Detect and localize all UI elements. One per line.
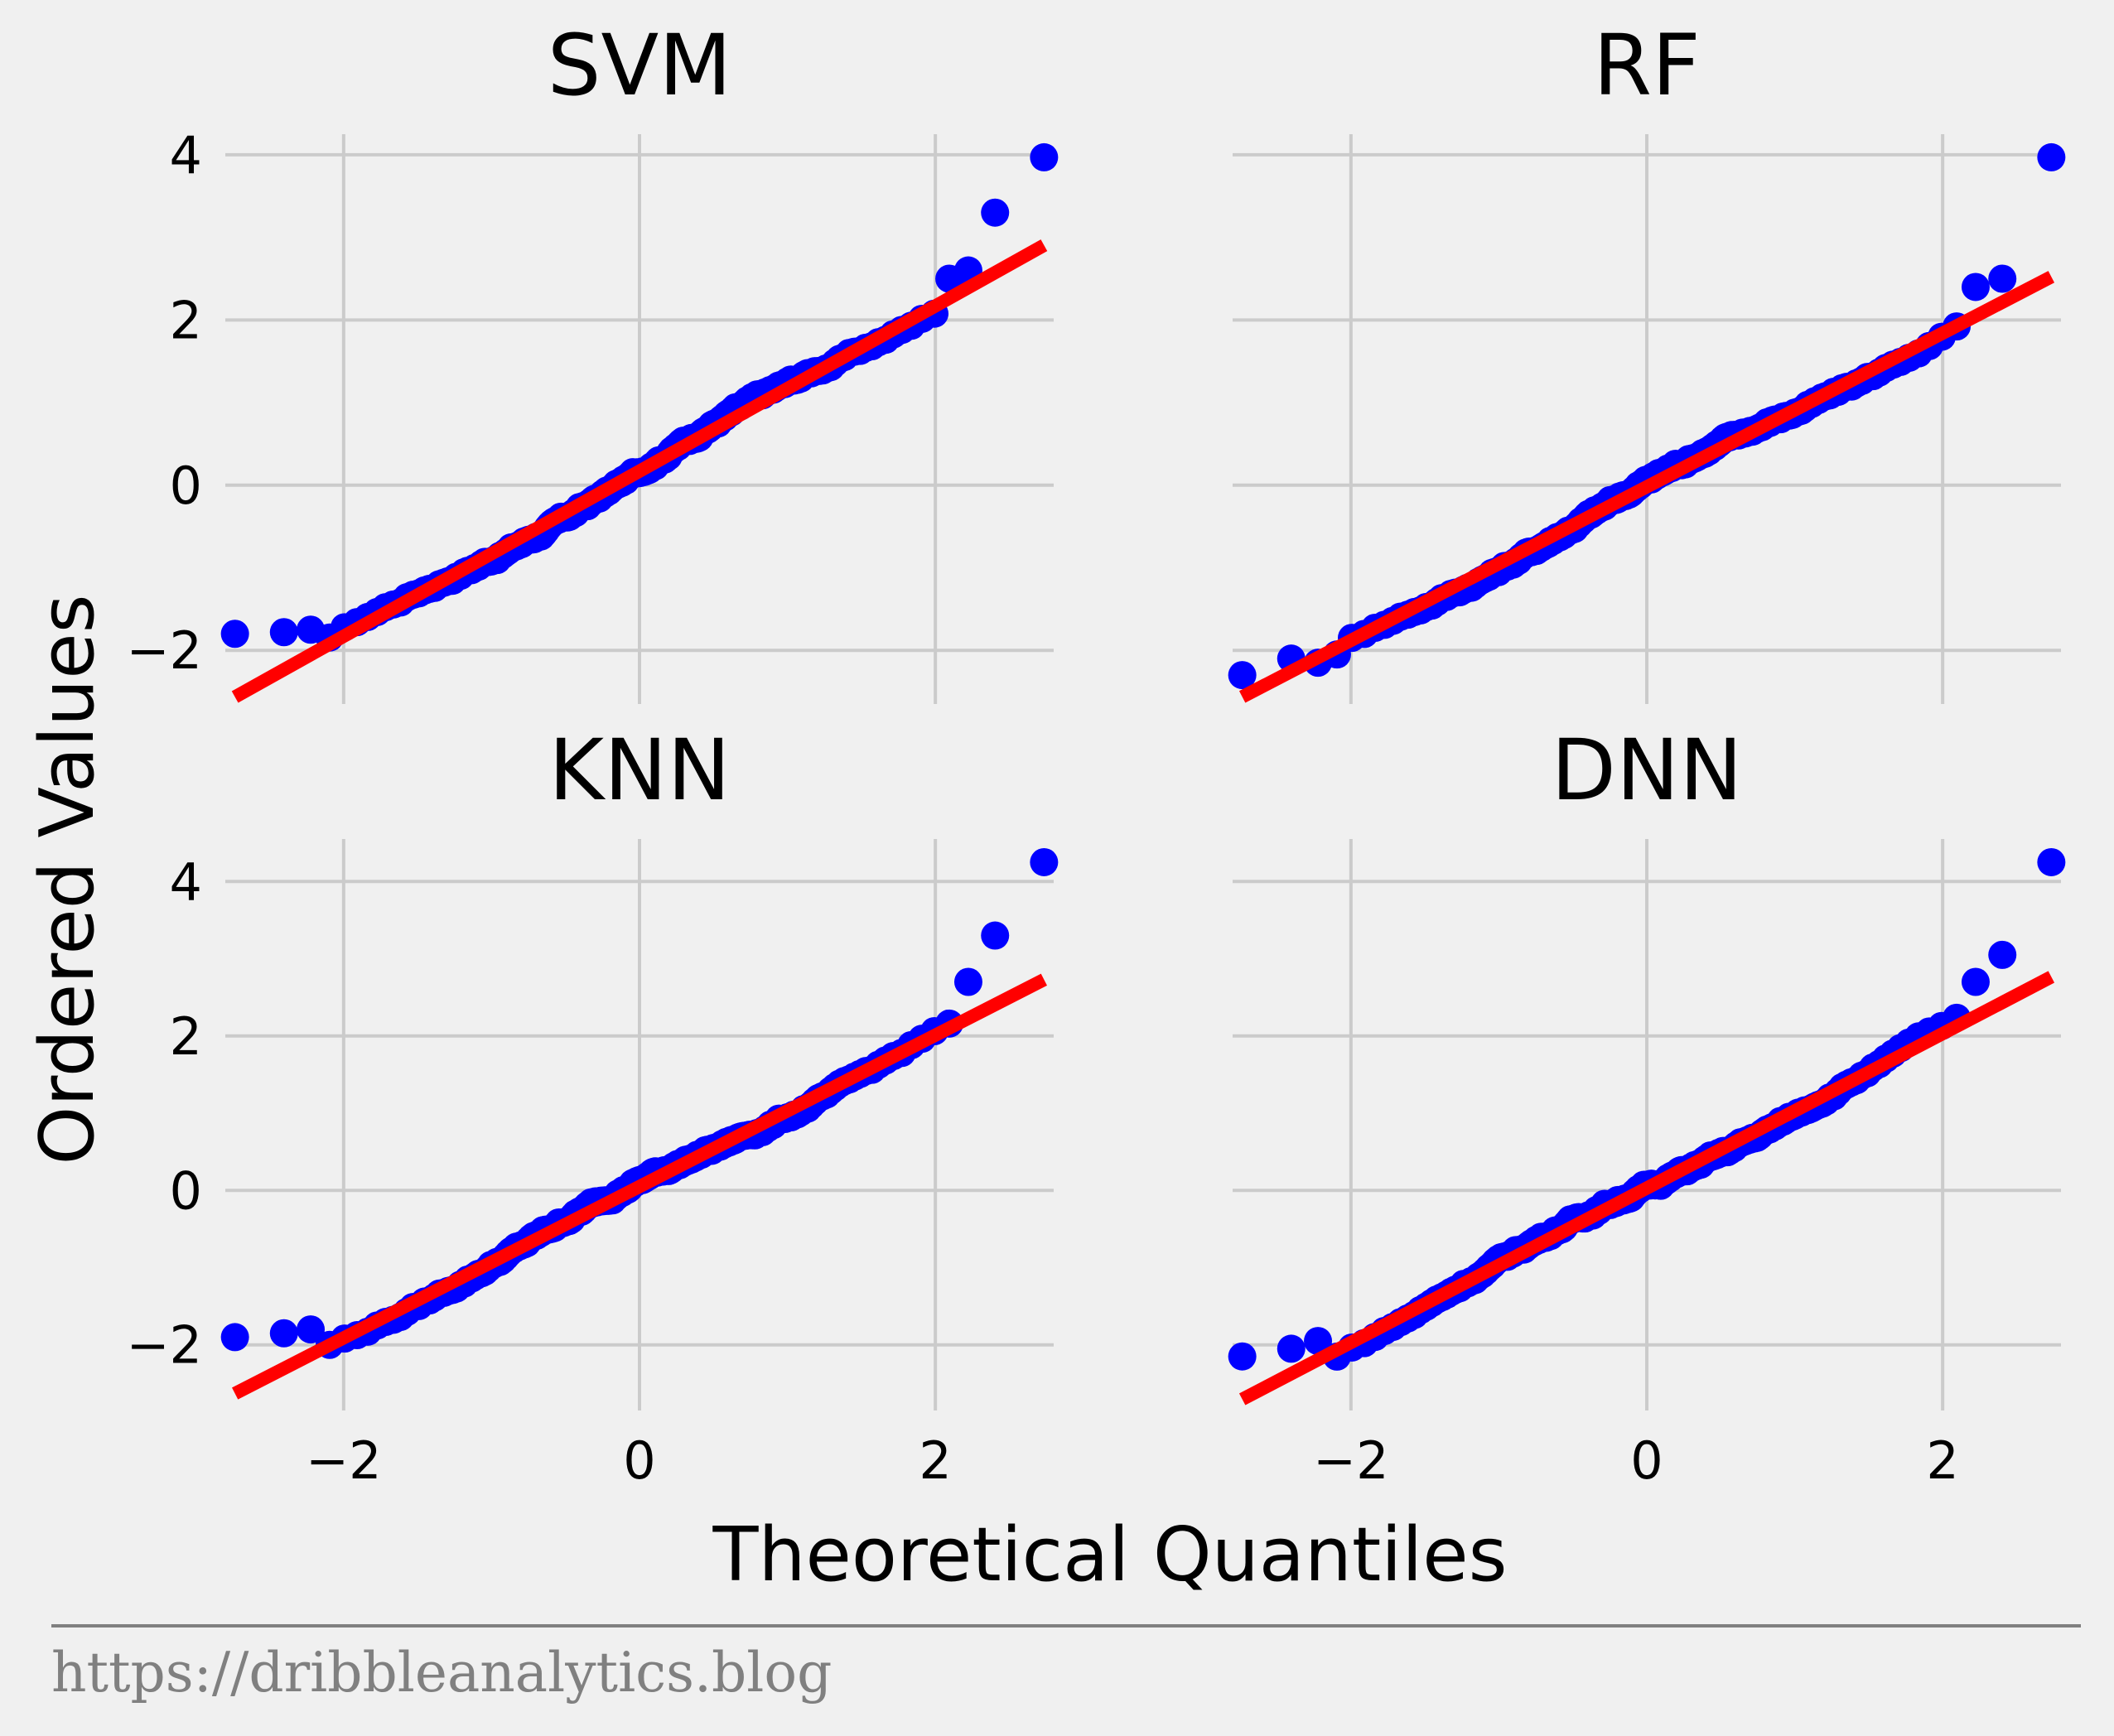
y-tick-label: 0: [170, 1160, 202, 1221]
data-point: [1961, 272, 1990, 301]
data-point: [220, 620, 249, 649]
data-point: [1277, 1334, 1306, 1363]
y-tick-label: 0: [170, 456, 202, 516]
data-point: [981, 921, 1010, 950]
data-point: [269, 618, 298, 647]
x-tick-label: 0: [623, 1430, 655, 1491]
y-tick-label: 4: [170, 125, 202, 186]
y-axis-label: Ordered Values: [24, 595, 111, 1165]
data-point: [981, 198, 1010, 227]
x-tick-label: −2: [306, 1430, 381, 1491]
fit-line: [1238, 971, 2055, 1406]
data-point: [297, 1315, 326, 1344]
data-point: [1030, 142, 1059, 171]
panel-title: DNN: [1551, 721, 1742, 820]
data-point: [1304, 1327, 1333, 1356]
x-axis-label: Theoretical Quantiles: [712, 1512, 1507, 1599]
data-point: [1228, 1342, 1257, 1371]
panel-knn: −2 0 2 −2 0 2 4 KNN: [127, 721, 1059, 1491]
x-tick-label: 0: [1630, 1430, 1663, 1491]
footer-url: https://dribbleanalytics.blog: [51, 1641, 832, 1705]
data-point: [1988, 940, 2017, 969]
data-point: [220, 1323, 249, 1352]
x-tick-label: 2: [919, 1430, 951, 1491]
data-point: [1961, 967, 1990, 996]
panel-title: KNN: [548, 721, 731, 820]
y-tick-label: −2: [127, 620, 202, 681]
panel-title: RF: [1593, 17, 1701, 115]
data-point: [2037, 142, 2066, 171]
data-point: [269, 1319, 298, 1348]
y-tick-label: −2: [127, 1315, 202, 1376]
data-point: [1228, 661, 1257, 690]
panel-rf: RF: [1228, 17, 2066, 704]
panel-title: SVM: [548, 17, 732, 115]
data-point: [1030, 847, 1059, 876]
y-tick-label: 4: [170, 851, 202, 912]
data-point: [2037, 847, 2066, 876]
panel-svm: −2 0 2 4 SVM: [127, 17, 1059, 704]
data-point: [953, 967, 982, 996]
panel-dnn: −2 0 2 DNN: [1228, 721, 2066, 1491]
fit-line: [1238, 271, 2055, 703]
y-tick-label: 2: [170, 1006, 202, 1067]
fit-line: [232, 973, 1047, 1400]
data-point: [1988, 264, 2017, 293]
x-tick-label: −2: [1313, 1430, 1388, 1491]
x-tick-label: 2: [1926, 1430, 1958, 1491]
y-tick-label: 2: [170, 290, 202, 350]
fit-line: [231, 239, 1048, 703]
